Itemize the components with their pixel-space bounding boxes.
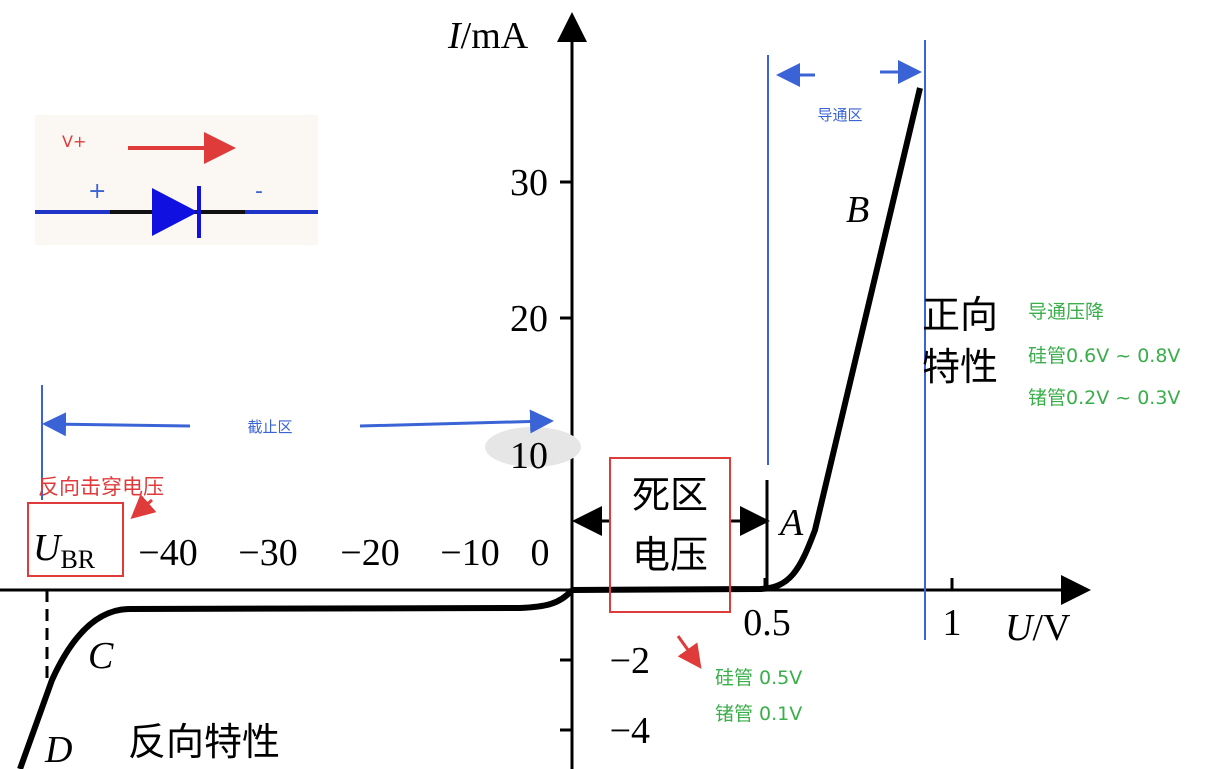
voltage-label: V+: [62, 132, 86, 151]
point-label: C: [88, 635, 114, 677]
dead-zone-label: 电压: [632, 533, 708, 577]
point-label: B: [846, 189, 869, 231]
breakdown-label: 反向击穿电压: [38, 475, 164, 499]
dead-zone-note: 锗管 0.1V: [715, 703, 802, 725]
x-tick-label: 0.5: [743, 602, 791, 644]
y-tick-label: 30: [510, 162, 548, 204]
x-tick-label: −40: [138, 532, 197, 574]
dead-zone-note: 硅管 0.5V: [715, 667, 802, 689]
y-axis-label: I/mA: [447, 15, 529, 57]
dead-zone-label: 死区: [632, 473, 708, 517]
reverse-curve: [17, 587, 575, 769]
forward-label: 正向: [922, 293, 998, 337]
breakdown-symbol: UBR: [33, 527, 96, 574]
y-tick-label: 20: [510, 298, 548, 340]
forward-label: 特性: [922, 345, 998, 389]
x-tick-label: 1: [943, 602, 962, 644]
x-tick-label: −30: [238, 532, 297, 574]
diode-inset: V+ + -: [35, 115, 318, 245]
forward-drop-note: 硅管0.6V ~ 0.8V: [1028, 345, 1180, 367]
y-tick-label: −2: [610, 640, 650, 682]
x-tick-label: 0: [531, 532, 550, 574]
x-tick-label: −10: [440, 532, 499, 574]
conduction-region: 导通区: [817, 106, 862, 124]
forward-drop-title: 导通压降: [1028, 301, 1104, 323]
forward-curve: [571, 87, 923, 593]
y-tick-label: −4: [610, 710, 650, 752]
x-tick-label: −20: [340, 532, 399, 574]
forward-drop-note: 锗管0.2V ~ 0.3V: [1028, 387, 1180, 409]
point-label: D: [44, 729, 72, 769]
plus-sign: +: [88, 179, 106, 204]
minus-sign: -: [255, 179, 263, 204]
x-axis-label: U/V: [1005, 607, 1071, 649]
reverse-label: 反向特性: [128, 720, 280, 764]
point-label: A: [777, 502, 804, 544]
cutoff-region: 截止区: [247, 418, 292, 436]
y-tick-label: 10: [510, 435, 548, 477]
